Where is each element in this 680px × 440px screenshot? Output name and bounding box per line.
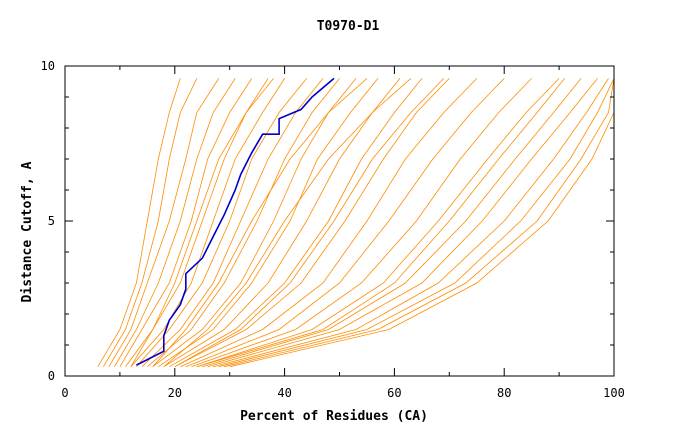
y-tick-label: 10 bbox=[41, 59, 55, 73]
series-line-19 bbox=[196, 78, 560, 368]
series-line-1 bbox=[97, 78, 181, 367]
series-line-29 bbox=[130, 78, 274, 367]
x-tick-label: 40 bbox=[277, 386, 291, 400]
series-line-20 bbox=[202, 78, 582, 368]
y-axis: 0 5 10 bbox=[41, 59, 614, 383]
x-tick-label: 60 bbox=[387, 386, 401, 400]
series-line-28 bbox=[174, 78, 445, 368]
y-tick-label: 0 bbox=[48, 369, 55, 383]
x-tick-label: 20 bbox=[168, 386, 182, 400]
series-line-5 bbox=[119, 78, 253, 367]
y-axis-label: Distance Cutoff, A bbox=[20, 161, 35, 302]
series-line-24 bbox=[224, 78, 614, 368]
highlight-series-line bbox=[136, 77, 335, 366]
series-line-10 bbox=[147, 78, 340, 368]
series-line-23 bbox=[218, 78, 614, 368]
series-line-8 bbox=[136, 78, 307, 367]
x-tick-label: 80 bbox=[497, 386, 511, 400]
series-line-26 bbox=[163, 78, 412, 368]
series-line-14 bbox=[169, 78, 423, 368]
series-line-11 bbox=[152, 78, 357, 368]
x-tick-label: 0 bbox=[61, 386, 68, 400]
series-line-3 bbox=[108, 78, 220, 367]
series-line-21 bbox=[207, 78, 598, 368]
series-line-16 bbox=[180, 78, 478, 368]
series-layer bbox=[97, 77, 614, 368]
y-tick-label: 5 bbox=[48, 214, 55, 228]
series-line-12 bbox=[158, 78, 379, 368]
series-line-13 bbox=[163, 78, 401, 368]
series-line-18 bbox=[191, 78, 532, 368]
x-axis-label: Percent of Residues (CA) bbox=[240, 409, 428, 424]
series-line-4 bbox=[114, 78, 236, 367]
series-line-22 bbox=[213, 78, 609, 368]
series-line-7 bbox=[130, 78, 285, 367]
series-line-15 bbox=[174, 78, 450, 368]
series-line-27 bbox=[152, 78, 368, 367]
chart-title: T0970-D1 bbox=[317, 19, 380, 34]
series-line-30 bbox=[196, 78, 565, 368]
series-line-17 bbox=[185, 78, 505, 368]
series-line-2 bbox=[103, 78, 198, 367]
x-tick-label: 100 bbox=[603, 386, 625, 400]
series-line-25 bbox=[229, 78, 614, 368]
x-axis: 0 20 40 60 80 100 bbox=[61, 66, 625, 400]
